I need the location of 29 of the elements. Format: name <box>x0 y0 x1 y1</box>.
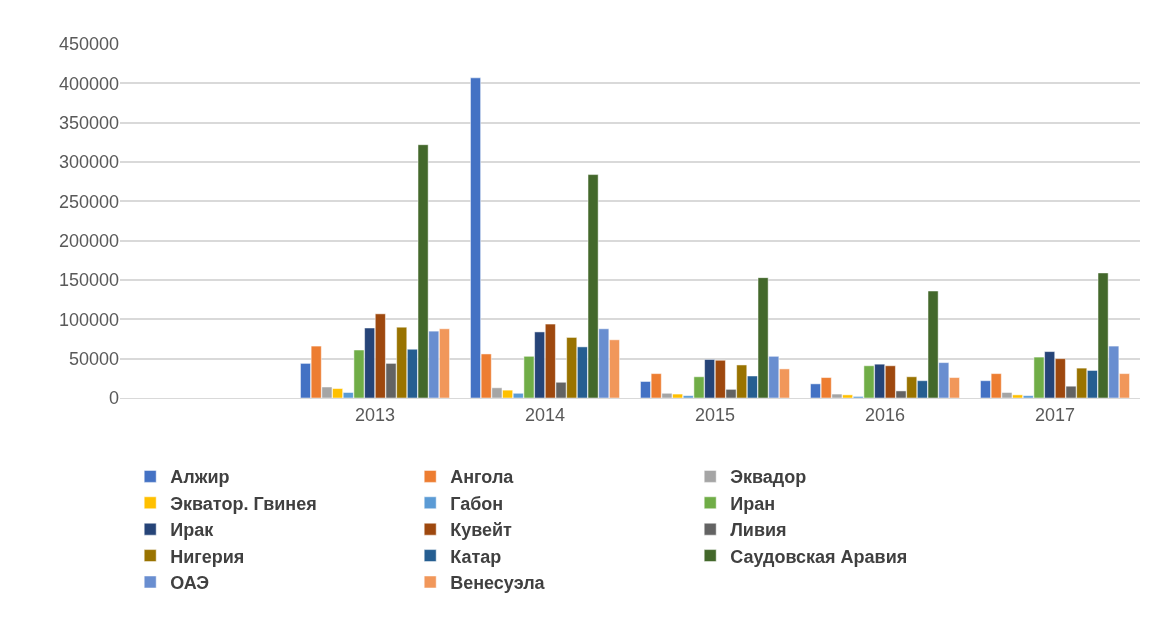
y-tick-label: 450000 <box>58 34 119 55</box>
legend-label: Габон <box>450 493 504 514</box>
y-tick-label: 350000 <box>58 112 119 133</box>
y-tick-label: 50000 <box>68 348 119 369</box>
y-tick-label: 150000 <box>58 270 119 291</box>
y-tick-label: 250000 <box>58 191 119 212</box>
x-tick-label: 2014 <box>524 404 566 425</box>
legend-label: Алжир <box>170 467 230 488</box>
y-tick-label: 100000 <box>58 309 119 330</box>
x-tick-label: 2017 <box>1034 404 1076 425</box>
y-tick-label: 200000 <box>58 230 119 251</box>
legend-label: Катар <box>450 546 502 567</box>
legend-label: Иран <box>730 493 776 514</box>
x-tick-label: 2015 <box>694 404 736 425</box>
legend-label: Кувейт <box>450 520 513 541</box>
y-tick-label: 400000 <box>58 73 119 94</box>
y-tick-label: 0 <box>108 388 119 409</box>
legend-label: Ангола <box>450 467 515 488</box>
legend-label: ОАЭ <box>170 573 210 593</box>
legend-label: Эквадор <box>730 467 807 488</box>
legend-label: Нигерия <box>170 546 245 567</box>
legend-label: Ирак <box>170 520 215 541</box>
x-tick-label: 2016 <box>864 404 906 425</box>
legend-label: Саудовская Аравия <box>730 546 908 567</box>
y-tick-label: 300000 <box>58 152 119 173</box>
legend-label: Ливия <box>730 520 787 541</box>
legend-label: Венесуэла <box>450 573 546 593</box>
legend-label: Экватор. Гвинея <box>170 493 317 514</box>
x-tick-label: 2013 <box>354 404 396 425</box>
